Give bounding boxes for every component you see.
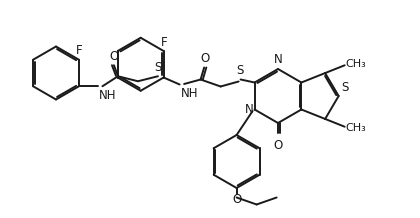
Text: CH₃: CH₃ xyxy=(346,123,366,133)
Text: O: O xyxy=(110,50,119,63)
Text: S: S xyxy=(236,64,244,77)
Text: O: O xyxy=(273,139,283,152)
Text: F: F xyxy=(161,36,168,49)
Text: N: N xyxy=(245,103,254,116)
Text: S: S xyxy=(341,80,349,94)
Text: NH: NH xyxy=(98,89,116,102)
Text: NH: NH xyxy=(181,87,198,100)
Text: O: O xyxy=(200,52,210,65)
Text: O: O xyxy=(232,192,241,206)
Text: CH₃: CH₃ xyxy=(346,59,366,69)
Text: S: S xyxy=(154,61,162,74)
Text: N: N xyxy=(273,53,282,66)
Text: F: F xyxy=(76,44,83,57)
